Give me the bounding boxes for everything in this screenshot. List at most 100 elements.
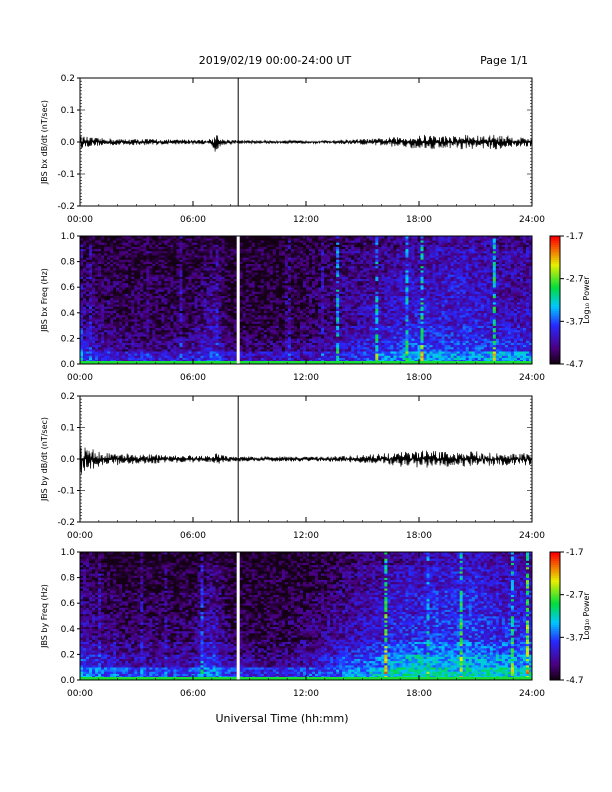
spectrogram-cell xyxy=(134,287,138,290)
spectrogram-cell xyxy=(137,242,141,245)
spectrogram-cell xyxy=(185,289,189,292)
spectrogram-cell xyxy=(167,253,171,256)
spectrogram-cell xyxy=(161,327,165,331)
spectrogram-cell xyxy=(143,314,147,318)
spectrogram-cell xyxy=(194,293,198,297)
spectrogram-cell xyxy=(212,276,216,279)
spectrogram-cell xyxy=(188,297,192,301)
spectrogram-cell xyxy=(218,246,222,250)
spectrogram-cell xyxy=(128,270,132,273)
spectrogram-cell xyxy=(218,285,222,288)
spectrogram-cell xyxy=(203,355,207,358)
spectrogram-cell xyxy=(248,314,253,318)
spectrogram-cell xyxy=(131,242,135,245)
spectrogram-cell xyxy=(116,278,120,282)
spectrogram-cell xyxy=(302,289,307,292)
spectrogram-cell xyxy=(239,319,244,322)
spectrogram-cell xyxy=(92,295,96,299)
spectrogram-cell xyxy=(230,349,234,352)
spectrogram-cell xyxy=(254,257,259,260)
spectrogram-cell xyxy=(161,285,165,288)
spectrogram-cell xyxy=(101,295,105,299)
spectrogram-cell xyxy=(173,317,177,320)
spectrogram-cell xyxy=(218,317,222,320)
spectrogram-cell xyxy=(215,261,219,265)
spectrogram-cell xyxy=(200,314,204,318)
spectrogram-cell xyxy=(275,244,280,247)
spectrogram-cell xyxy=(290,302,295,305)
spectrogram-cell xyxy=(95,259,99,262)
spectrogram-cell xyxy=(200,236,204,239)
spectrogram-cell xyxy=(158,300,162,303)
spectrogram-cell xyxy=(125,346,129,350)
spectrogram-cell xyxy=(281,321,286,324)
spectrogram-cell xyxy=(318,317,322,320)
spectrogram-cell xyxy=(107,344,111,348)
spectrogram-cell xyxy=(309,291,313,294)
spectrogram-cell xyxy=(122,293,126,297)
spectrogram-cell xyxy=(278,314,283,318)
spectrogram-cell xyxy=(95,246,99,250)
spectrogram-cell xyxy=(170,344,174,348)
spectrogram-cell xyxy=(134,342,138,346)
spectrogram-cell xyxy=(125,248,129,252)
spectrogram-cell xyxy=(119,302,123,305)
spectrogram-cell xyxy=(251,270,256,273)
spectrogram-cell xyxy=(272,321,277,324)
spectrogram-cell xyxy=(197,253,201,256)
spectrogram-cell xyxy=(287,334,292,337)
spectrogram-cell xyxy=(254,321,259,324)
spectrogram-cell xyxy=(170,295,174,299)
spectrogram-cell xyxy=(134,246,138,250)
spectrogram-cell xyxy=(146,306,150,309)
spectrogram-cell xyxy=(122,308,126,311)
spectrogram-cell xyxy=(275,327,280,331)
spectrogram-cell xyxy=(215,325,219,329)
spectrogram-cell xyxy=(209,238,213,241)
spectrogram-cell xyxy=(137,236,141,239)
spectrogram-cell xyxy=(321,270,325,273)
spectrogram-cell xyxy=(140,325,144,329)
spectrogram-cell xyxy=(194,310,198,314)
spectrogram-cell xyxy=(185,236,189,239)
spectrogram-cell xyxy=(137,304,141,307)
spectrogram-cell xyxy=(164,248,168,252)
spectrogram-cell xyxy=(110,282,114,286)
spectrogram-cell xyxy=(315,297,319,301)
spectrogram-cell xyxy=(212,259,216,262)
spectrogram-cell xyxy=(167,270,171,273)
spectrogram-cell xyxy=(143,285,147,288)
spectrogram-cell xyxy=(176,357,180,361)
spectrogram-cell xyxy=(302,355,307,358)
spectrogram-cell xyxy=(197,321,201,324)
spectrogram-cell xyxy=(318,280,322,284)
spectrogram-cell xyxy=(152,274,156,277)
spectrogram-cell xyxy=(101,323,105,326)
spectrogram-cell xyxy=(146,244,150,247)
spectrogram-cell xyxy=(131,304,135,307)
spectrogram-cell xyxy=(116,250,120,254)
spectrogram-cell xyxy=(315,304,319,307)
spectrogram-cell xyxy=(194,344,198,348)
spectrogram-cell xyxy=(179,336,183,339)
spectrogram-cell xyxy=(164,336,168,339)
spectrogram-cell xyxy=(170,268,174,271)
spectrogram-cell xyxy=(98,353,102,356)
spectrogram-cell xyxy=(113,295,117,299)
spectrogram-cell xyxy=(125,351,129,354)
spectrogram-cell xyxy=(107,255,111,258)
spectrogram-cell xyxy=(80,306,84,309)
spectrogram-cell xyxy=(260,302,265,305)
spectrogram-cell xyxy=(299,236,304,239)
spectrogram-cell xyxy=(218,357,222,361)
spectrogram-cell xyxy=(209,278,213,282)
spectrogram-cell xyxy=(233,274,237,277)
spectrogram-cell xyxy=(125,272,129,275)
spectrogram-cell xyxy=(194,327,198,331)
spectrogram-cell xyxy=(212,346,216,350)
spectrogram-cell xyxy=(302,242,307,245)
spectrogram-cell xyxy=(155,306,159,309)
spectrogram-cell xyxy=(233,265,237,269)
spectrogram-cell xyxy=(269,346,274,350)
spectrogram-cell xyxy=(278,338,283,341)
